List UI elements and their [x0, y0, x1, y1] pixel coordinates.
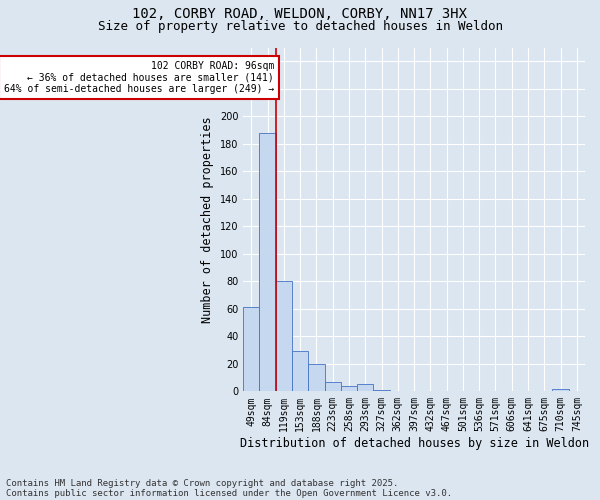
Bar	[341, 386, 357, 392]
Bar	[308, 364, 325, 392]
Y-axis label: Number of detached properties: Number of detached properties	[201, 116, 214, 322]
Bar	[325, 382, 341, 392]
Bar	[259, 133, 276, 392]
X-axis label: Distribution of detached houses by size in Weldon: Distribution of detached houses by size …	[239, 437, 589, 450]
Bar	[292, 352, 308, 392]
Text: Contains public sector information licensed under the Open Government Licence v3: Contains public sector information licen…	[6, 488, 452, 498]
Bar	[276, 282, 292, 392]
Bar	[243, 308, 259, 392]
Bar	[553, 388, 569, 392]
Text: 102, CORBY ROAD, WELDON, CORBY, NN17 3HX: 102, CORBY ROAD, WELDON, CORBY, NN17 3HX	[133, 8, 467, 22]
Text: Size of property relative to detached houses in Weldon: Size of property relative to detached ho…	[97, 20, 503, 33]
Text: 102 CORBY ROAD: 96sqm
← 36% of detached houses are smaller (141)
64% of semi-det: 102 CORBY ROAD: 96sqm ← 36% of detached …	[4, 62, 274, 94]
Bar	[373, 390, 389, 392]
Bar	[357, 384, 373, 392]
Text: Contains HM Land Registry data © Crown copyright and database right 2025.: Contains HM Land Registry data © Crown c…	[6, 478, 398, 488]
